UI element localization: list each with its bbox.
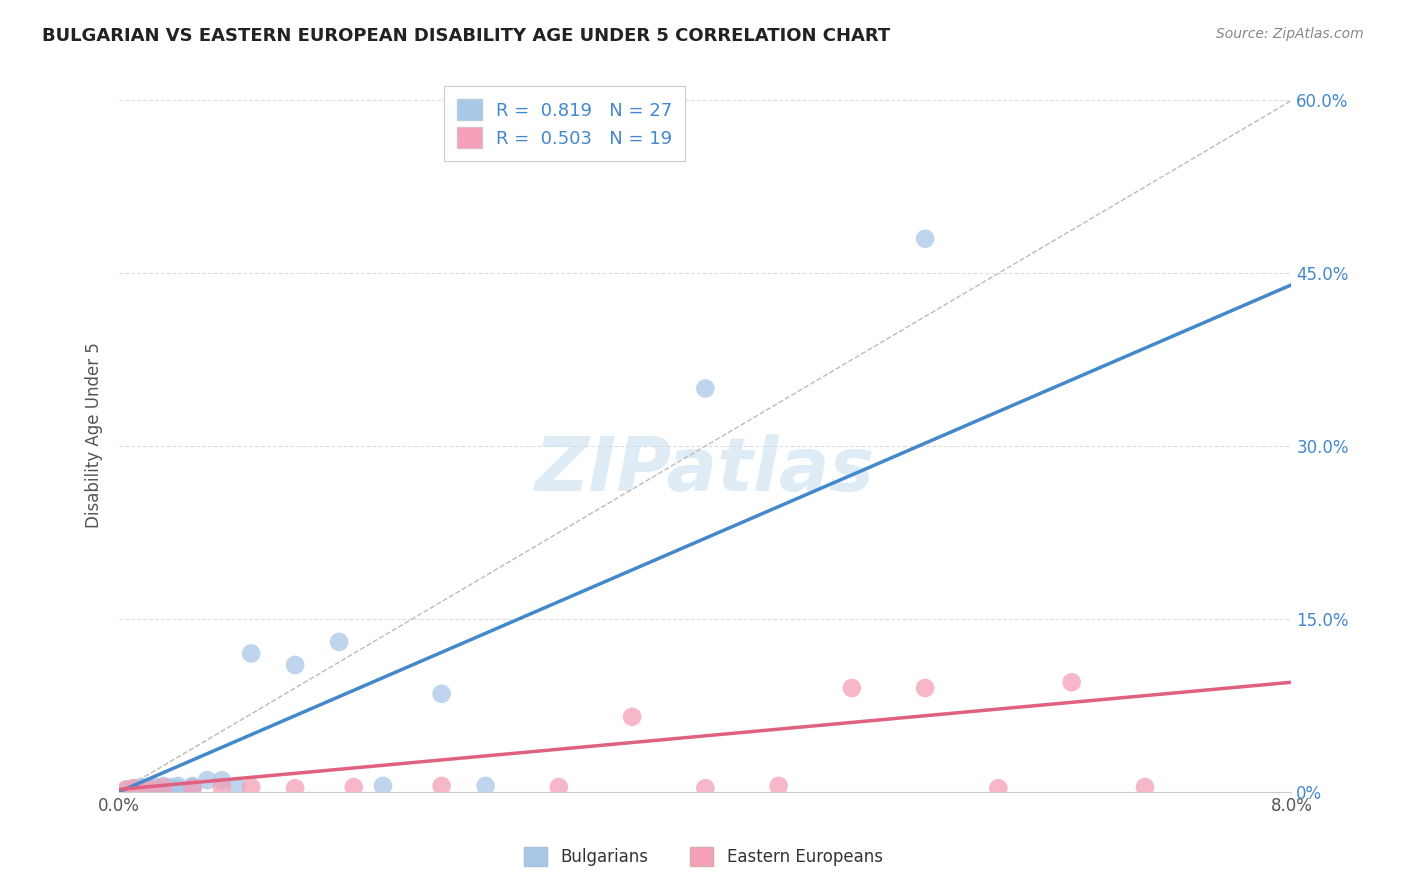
Point	[211, 773, 233, 788]
Point	[284, 657, 307, 672]
Point	[1060, 675, 1083, 690]
Point	[152, 780, 174, 794]
Point	[343, 780, 366, 794]
Point	[138, 781, 160, 796]
Point	[138, 780, 160, 794]
Point	[430, 779, 453, 793]
Point	[152, 781, 174, 796]
Point	[115, 782, 138, 797]
Point	[122, 781, 145, 796]
Point	[159, 780, 181, 794]
Point	[371, 779, 394, 793]
Point	[240, 780, 263, 794]
Point	[328, 635, 350, 649]
Point	[125, 782, 148, 797]
Point	[695, 382, 717, 396]
Text: ZIPatlas: ZIPatlas	[536, 434, 876, 507]
Point	[695, 781, 717, 796]
Point	[138, 781, 160, 796]
Point	[167, 779, 190, 793]
Point	[225, 779, 247, 793]
Point	[1133, 780, 1156, 794]
Legend: Bulgarians, Eastern Europeans: Bulgarians, Eastern Europeans	[515, 838, 891, 875]
Point	[122, 781, 145, 796]
Y-axis label: Disability Age Under 5: Disability Age Under 5	[86, 342, 103, 527]
Point	[914, 232, 936, 246]
Point	[987, 781, 1010, 796]
Point	[181, 780, 204, 794]
Point	[115, 782, 138, 797]
Text: Source: ZipAtlas.com: Source: ZipAtlas.com	[1216, 27, 1364, 41]
Point	[768, 779, 790, 793]
Point	[547, 780, 569, 794]
Point	[141, 782, 163, 797]
Point	[195, 773, 218, 788]
Point	[181, 779, 204, 793]
Point	[145, 780, 167, 794]
Point	[181, 781, 204, 796]
Legend: R =  0.819   N = 27, R =  0.503   N = 19: R = 0.819 N = 27, R = 0.503 N = 19	[444, 87, 685, 161]
Point	[152, 779, 174, 793]
Point	[129, 780, 152, 794]
Point	[135, 781, 157, 796]
Point	[240, 647, 263, 661]
Point	[841, 681, 863, 695]
Point	[914, 681, 936, 695]
Text: BULGARIAN VS EASTERN EUROPEAN DISABILITY AGE UNDER 5 CORRELATION CHART: BULGARIAN VS EASTERN EUROPEAN DISABILITY…	[42, 27, 890, 45]
Point	[474, 779, 496, 793]
Point	[211, 780, 233, 794]
Point	[621, 710, 644, 724]
Point	[430, 687, 453, 701]
Point	[167, 781, 190, 796]
Point	[284, 781, 307, 796]
